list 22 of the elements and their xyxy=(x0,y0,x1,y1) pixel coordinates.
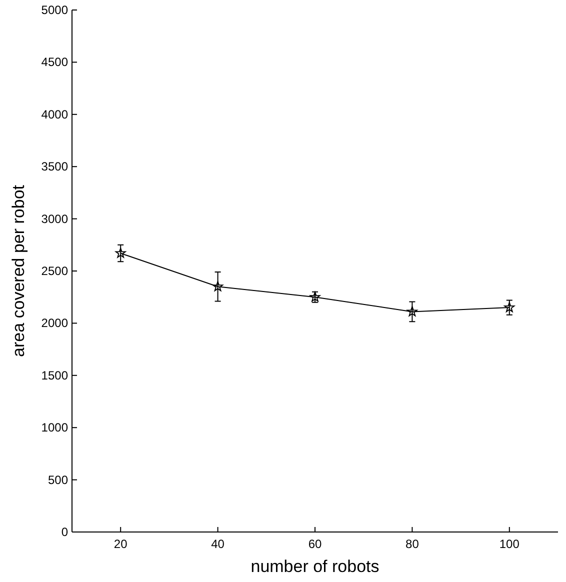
x-tick-label: 20 xyxy=(114,537,128,551)
y-tick-label: 2500 xyxy=(41,264,68,278)
point xyxy=(115,248,126,258)
point xyxy=(212,281,224,292)
y-tick-label: 4500 xyxy=(41,55,68,70)
y-tick-label: 1500 xyxy=(41,368,68,382)
y-tick-label: 3500 xyxy=(41,160,68,174)
y-tick-label: 2000 xyxy=(41,316,68,330)
y-tick-label: 1000 xyxy=(41,420,68,435)
x-tick-label: 80 xyxy=(406,537,420,551)
x-tick-label: 100 xyxy=(499,537,520,551)
x-tick-label: 40 xyxy=(211,537,225,551)
y-tick-label: 3000 xyxy=(41,212,68,226)
y-axis-title: area covered per robot xyxy=(9,184,28,357)
y-tick-label: 500 xyxy=(48,472,68,487)
y-tick-label: 5000 xyxy=(41,3,68,17)
x-axis-title: number of robots xyxy=(250,557,380,576)
point xyxy=(504,302,515,312)
y-tick-label: 0 xyxy=(61,525,68,539)
point xyxy=(406,306,418,316)
y-tick-label: 4000 xyxy=(41,107,68,122)
x-tick-label: 60 xyxy=(308,537,322,551)
